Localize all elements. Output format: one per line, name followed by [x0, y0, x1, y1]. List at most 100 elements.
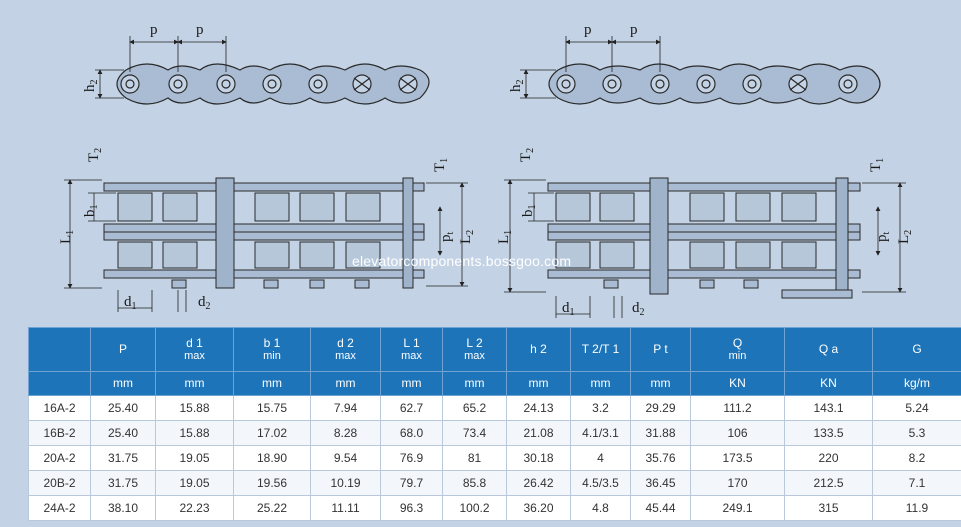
- side-view-left: [116, 63, 430, 105]
- table-row: 16A-2 25.40 15.88 15.75 7.94 62.7 65.2 24.13 3.2…: [28, 395, 961, 421]
- model-cell: 16B-2: [28, 420, 91, 446]
- column-header-qualifier: max: [401, 349, 422, 362]
- value-cell: 76.9: [380, 445, 443, 471]
- value-cell: 21.08: [506, 420, 571, 446]
- value-cell: 100.2: [442, 495, 507, 521]
- column-unit: mm: [570, 371, 631, 396]
- dim-label-pt-left: pt: [438, 232, 456, 243]
- value-cell: 18.90: [233, 445, 311, 471]
- column-header-label: L 2: [466, 335, 483, 350]
- value-cell: 11.9: [872, 495, 961, 521]
- model-cell: 16A-2: [28, 395, 91, 421]
- value-cell: 5.24: [872, 395, 961, 421]
- value-cell: 5.3: [872, 420, 961, 446]
- value-cell: 315: [784, 495, 873, 521]
- column-header-label: T 2/T 1: [581, 342, 620, 356]
- model-cell: 20A-2: [28, 445, 91, 471]
- value-cell: 173.5: [690, 445, 785, 471]
- value-cell: 7.1: [872, 470, 961, 496]
- value-cell: 81: [442, 445, 507, 471]
- watermark-text: elevatorcomponents.bossgoo.com: [352, 253, 572, 269]
- column-header: L 1 max: [380, 327, 443, 372]
- column-header: G: [872, 327, 961, 372]
- table-row: 20B-2 31.75 19.05 19.56 10.19 79.7 85.8 26.42 4.…: [28, 470, 961, 496]
- value-cell: 96.3: [380, 495, 443, 521]
- value-cell: 36.20: [506, 495, 571, 521]
- dim-label-h2-right: h2: [508, 80, 526, 93]
- value-cell: 17.02: [233, 420, 311, 446]
- value-cell: 31.88: [630, 420, 691, 446]
- value-cell: 25.40: [90, 395, 156, 421]
- column-unit: mm: [233, 371, 311, 396]
- value-cell: 249.1: [690, 495, 785, 521]
- column-header-label: L 1: [403, 335, 420, 350]
- dim-label-d1-left: d1: [124, 294, 137, 312]
- value-cell: 45.44: [630, 495, 691, 521]
- value-cell: 15.88: [155, 395, 234, 421]
- value-cell: 7.94: [310, 395, 381, 421]
- dim-label-p-left-2: p: [196, 22, 204, 38]
- value-cell: 4.5/3.5: [570, 470, 631, 496]
- value-cell: 15.75: [233, 395, 311, 421]
- column-unit: mm: [380, 371, 443, 396]
- column-unit: mm: [155, 371, 234, 396]
- dim-label-pt-right: pt: [874, 232, 892, 243]
- top-view-left: [103, 177, 425, 289]
- model-cell: 20B-2: [28, 470, 91, 496]
- value-cell: 73.4: [442, 420, 507, 446]
- column-unit: mm: [630, 371, 691, 396]
- value-cell: 4.1/3.1: [570, 420, 631, 446]
- value-cell: 29.29: [630, 395, 691, 421]
- column-header-qualifier: min: [728, 349, 747, 362]
- table-row: 20A-2 31.75 19.05 18.90 9.54 76.9 81 30.18 4 35.7…: [28, 445, 961, 471]
- dim-label-T2-left: T2: [86, 148, 104, 162]
- column-header: T 2/T 1: [570, 327, 631, 372]
- column-header-label: P t: [653, 342, 668, 356]
- dim-label-d1-right: d1: [562, 300, 575, 318]
- value-cell: 9.54: [310, 445, 381, 471]
- column-unit: mm: [506, 371, 571, 396]
- unit-model: [28, 371, 91, 396]
- column-header-label: G: [912, 342, 922, 356]
- value-cell: 4.8: [570, 495, 631, 521]
- value-cell: 220: [784, 445, 873, 471]
- chain-technical-drawing: p p h2 p p h2: [58, 22, 914, 318]
- value-cell: 19.05: [155, 470, 234, 496]
- column-unit: mm: [310, 371, 381, 396]
- dim-label-L2-right: L2: [896, 230, 914, 244]
- column-header-qualifier: max: [335, 349, 356, 362]
- value-cell: 143.1: [784, 395, 873, 421]
- column-header: Q a: [784, 327, 873, 372]
- value-cell: 106: [690, 420, 785, 446]
- value-cell: 31.75: [90, 470, 156, 496]
- table-unit-row: mm mm mm mm mm mm mm mm mm KN KN kg/m: [28, 371, 961, 396]
- value-cell: 38.10: [90, 495, 156, 521]
- dim-label-T1-right: T1: [868, 158, 886, 172]
- value-cell: 11.11: [310, 495, 381, 521]
- table-row: 24A-2 38.10 22.23 25.22 11.11 96.3 100.2 36.20 4…: [28, 495, 961, 521]
- column-header-label: d 2: [337, 335, 354, 350]
- value-cell: 25.22: [233, 495, 311, 521]
- value-cell: 35.76: [630, 445, 691, 471]
- dim-label-L1-right: L1: [496, 230, 514, 244]
- column-header: d 2 max: [310, 327, 381, 372]
- dim-label-b1-right: b1: [520, 205, 538, 218]
- column-header-label: Q a: [818, 342, 839, 356]
- dim-label-p-right-2: p: [630, 22, 638, 38]
- value-cell: 22.23: [155, 495, 234, 521]
- value-cell: 3.2: [570, 395, 631, 421]
- side-view-right: [548, 63, 881, 105]
- value-cell: 31.75: [90, 445, 156, 471]
- column-header: b 1 min: [233, 327, 311, 372]
- dim-label-d2-right: d2: [632, 300, 645, 318]
- dim-label-b1-left: b1: [82, 205, 100, 218]
- dim-label-L1-left: L1: [58, 230, 76, 244]
- value-cell: 133.5: [784, 420, 873, 446]
- value-cell: 19.56: [233, 470, 311, 496]
- dim-label-p-right-1: p: [584, 22, 592, 38]
- value-cell: 15.88: [155, 420, 234, 446]
- value-cell: 65.2: [442, 395, 507, 421]
